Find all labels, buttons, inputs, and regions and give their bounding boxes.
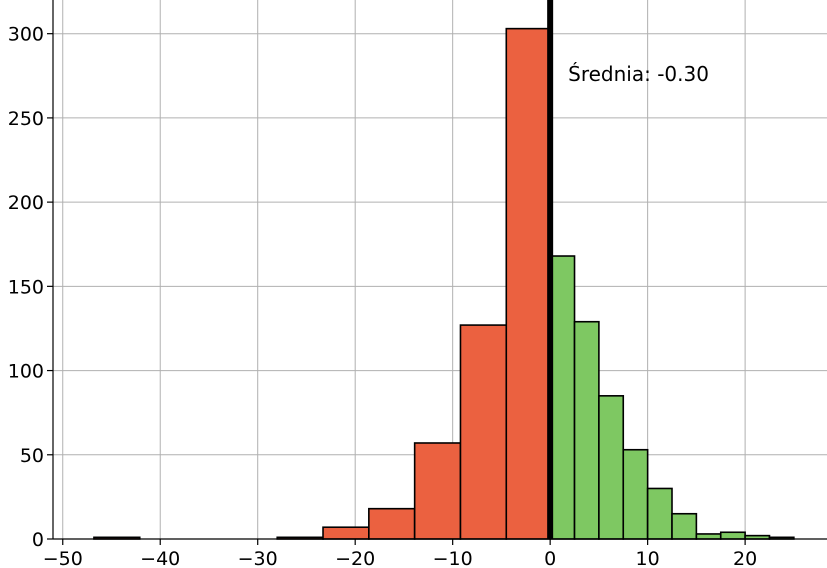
histogram-bar xyxy=(719,531,746,540)
y-tick-label: 300 xyxy=(8,24,44,46)
histogram-bar xyxy=(671,512,698,540)
x-tick-label: 20 xyxy=(733,548,757,568)
histogram-bar xyxy=(368,507,416,540)
axes xyxy=(47,0,827,545)
x-tick-label: 0 xyxy=(544,548,556,568)
histogram-bar xyxy=(413,442,462,540)
y-tick-label: 200 xyxy=(8,192,44,214)
y-tick-label: 150 xyxy=(8,276,44,298)
x-tick-label: −30 xyxy=(238,548,278,568)
histogram-bar xyxy=(573,320,600,540)
histogram-bar xyxy=(695,533,722,540)
y-tick-label: 250 xyxy=(8,108,44,130)
histogram-bar xyxy=(646,487,673,540)
histogram-bar xyxy=(459,324,508,540)
x-tick-label: −40 xyxy=(140,548,180,568)
histogram-bars xyxy=(93,27,795,540)
histogram-bar xyxy=(322,526,370,540)
y-tick-label: 100 xyxy=(8,361,44,383)
x-tick-label: −20 xyxy=(335,548,375,568)
x-tick-label: −10 xyxy=(433,548,473,568)
histogram-bar xyxy=(549,255,576,540)
y-tick-label: 0 xyxy=(32,529,44,551)
mean-annotation: Średnia: -0.30 xyxy=(568,62,709,86)
histogram-bar xyxy=(622,448,649,540)
x-tick-label: 10 xyxy=(636,548,660,568)
histogram-bar xyxy=(598,395,625,540)
x-tick-label: −50 xyxy=(43,548,83,568)
histogram-bar xyxy=(505,27,551,540)
y-tick-label: 50 xyxy=(20,445,44,467)
